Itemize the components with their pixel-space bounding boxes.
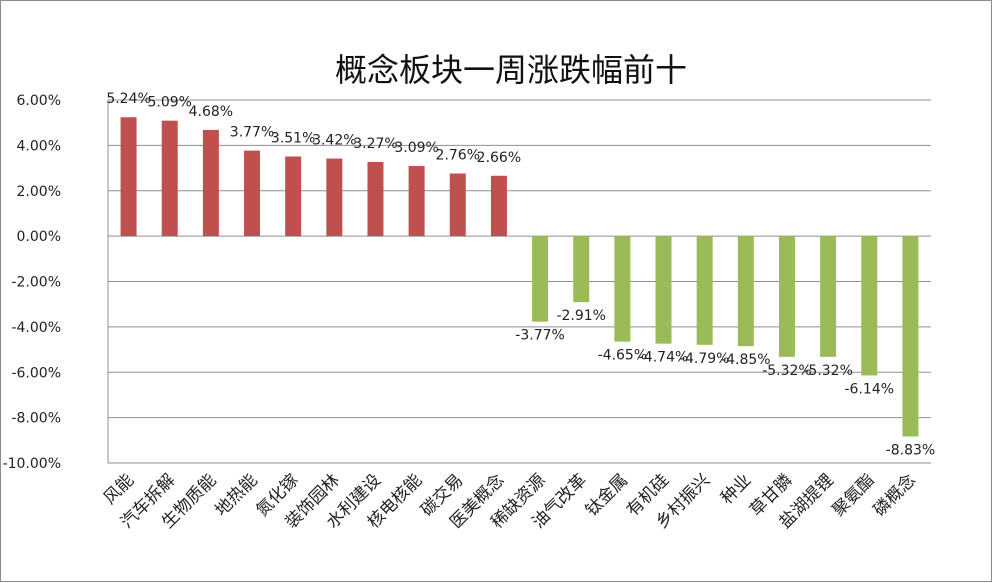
bar — [490, 175, 507, 237]
data-label: -8.83% — [886, 442, 936, 458]
data-label: 3.51% — [271, 130, 315, 146]
bar — [244, 150, 261, 237]
bar — [778, 236, 795, 357]
data-label: 4.68% — [189, 104, 233, 120]
bars — [120, 117, 919, 437]
data-label: 3.42% — [312, 133, 356, 149]
bar — [161, 120, 178, 237]
data-label: 5.24% — [106, 91, 150, 107]
data-label: -4.74% — [639, 350, 689, 366]
bar — [902, 236, 919, 437]
bar — [737, 236, 754, 347]
bar — [614, 236, 631, 342]
y-tick-label: 2.00% — [17, 184, 61, 200]
data-label: 5.09% — [147, 95, 191, 111]
y-axis-ticks: 6.00% 4.00% 2.00% 0.00% -2.00% -4.00% -6.00% -8… — [3, 93, 61, 472]
y-tick-label: 4.00% — [17, 138, 61, 154]
category-labels: 风能汽车拆解生物质能地热能氮化镓装饰园林水利建设核电核能碳交易医美概念稀缺资源油… — [100, 470, 920, 533]
data-label: -4.79% — [680, 351, 730, 367]
y-tick-label: 6.00% — [17, 93, 61, 109]
bar — [532, 236, 549, 322]
data-label: 3.27% — [353, 136, 397, 152]
bar — [326, 158, 343, 237]
data-label: -2.91% — [556, 308, 606, 324]
category-label: 磷概念 — [869, 470, 920, 521]
bar — [696, 236, 713, 345]
bar — [820, 236, 837, 357]
y-tick-label: 0.00% — [17, 229, 61, 245]
category-label: 地热能 — [211, 470, 261, 520]
y-tick-label: -6.00% — [11, 365, 61, 381]
y-tick-label: -4.00% — [11, 320, 61, 336]
chart-title: 概念板块一周涨跌幅前十 — [335, 51, 687, 89]
y-tick-label: -10.00% — [3, 456, 61, 472]
bar — [408, 166, 425, 237]
data-label: -4.65% — [598, 348, 648, 364]
y-tick-label: -2.00% — [11, 275, 61, 291]
bar — [120, 117, 137, 237]
bar — [202, 129, 219, 237]
bar — [861, 236, 878, 376]
data-label: -3.77% — [515, 328, 565, 344]
category-label: 聚氨酯 — [829, 470, 879, 520]
bar — [285, 156, 302, 237]
bar — [573, 236, 590, 303]
bar — [655, 236, 672, 344]
category-label: 钛金属 — [582, 470, 632, 520]
data-label: -5.32% — [762, 363, 812, 379]
data-label: -4.85% — [721, 352, 771, 368]
data-label: -5.32% — [803, 363, 853, 379]
y-tick-label: -8.00% — [11, 411, 61, 427]
bar — [449, 173, 466, 237]
data-label: 3.77% — [230, 125, 274, 141]
data-label: 2.76% — [436, 148, 480, 164]
data-label: -6.14% — [845, 381, 895, 397]
data-label: 2.66% — [477, 150, 521, 166]
data-label: 3.09% — [394, 140, 438, 156]
bar — [367, 161, 384, 237]
data-labels: 5.24%5.09%4.68% 3.77%3.51%3.42%3.27%3.09%… — [106, 91, 935, 458]
